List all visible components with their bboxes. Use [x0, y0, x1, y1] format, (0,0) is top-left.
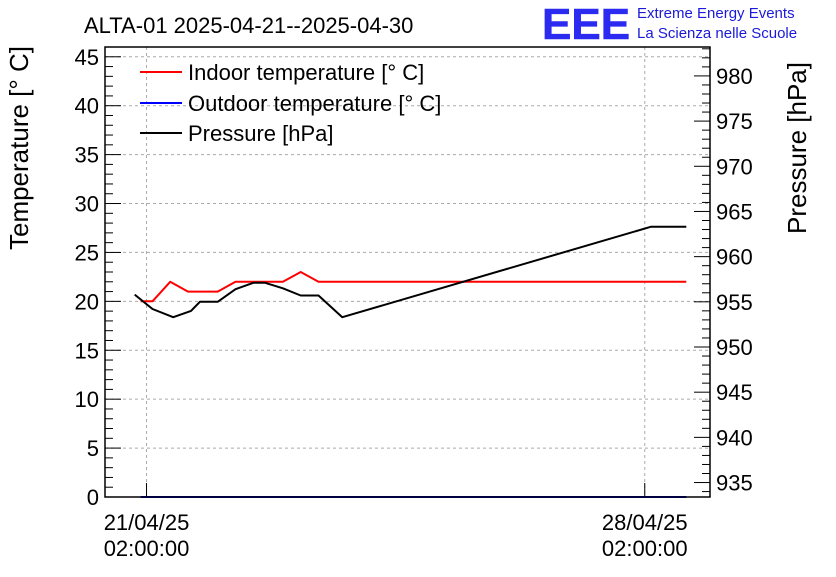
y-left-tick-label: 15: [75, 338, 99, 363]
y-left-tick-label: 25: [75, 240, 99, 265]
y-left-tick-label: 40: [75, 94, 99, 119]
y-right-tick-label: 955: [716, 290, 753, 315]
plot-frame: [104, 46, 711, 498]
legend-label-pressure: Pressure [hPa]: [188, 121, 334, 146]
y-right-tick-label: 940: [716, 425, 753, 450]
y-right-tick-label: 975: [716, 109, 753, 134]
x-tick-label-time: 02:00:00: [104, 536, 190, 561]
eee-logo-mark: EEE: [542, 0, 630, 49]
y-axis-right-label: Pressure [hPa]: [782, 62, 812, 234]
x-tick-label-time: 02:00:00: [602, 536, 688, 561]
axis-ticks: 0 5 10 15 20 25 30 35 40 45 935 940 945 950 955 960 965 9…: [75, 45, 753, 561]
y-right-tick-label: 935: [716, 471, 753, 496]
x-tick-label-date: 21/04/25: [104, 510, 190, 535]
legend-label-outdoor: Outdoor temperature [° C]: [188, 91, 441, 116]
y-left-tick-label: 5: [87, 436, 99, 461]
series-line-0: [140, 271, 687, 303]
logo-line-2: La Scienza nelle Scuole: [637, 25, 797, 42]
y-left-tick-label: 45: [75, 45, 99, 70]
series-line-2: [134, 225, 687, 319]
grid-lines: [105, 47, 710, 497]
y-left-tick-label: 20: [75, 289, 99, 314]
legend: Indoor temperature [° C] Outdoor tempera…: [140, 60, 441, 146]
y-left-tick-label: 0: [87, 485, 99, 510]
y-right-tick-label: 945: [716, 380, 753, 405]
legend-label-indoor: Indoor temperature [° C]: [188, 60, 424, 85]
chart-title: ALTA-01 2025-04-21--2025-04-30: [84, 13, 413, 38]
logo-line-1: Extreme Energy Events: [637, 5, 795, 22]
y-axis-left-label: Temperature [° C]: [4, 46, 34, 250]
y-right-tick-label: 950: [716, 335, 753, 360]
y-left-tick-label: 30: [75, 192, 99, 217]
y-right-tick-label: 960: [716, 245, 753, 270]
y-left-tick-label: 35: [75, 143, 99, 168]
y-right-tick-label: 965: [716, 199, 753, 224]
x-tick-label-date: 28/04/25: [602, 510, 688, 535]
y-right-tick-label: 980: [716, 64, 753, 89]
y-right-tick-label: 970: [716, 154, 753, 179]
y-left-tick-label: 10: [75, 387, 99, 412]
